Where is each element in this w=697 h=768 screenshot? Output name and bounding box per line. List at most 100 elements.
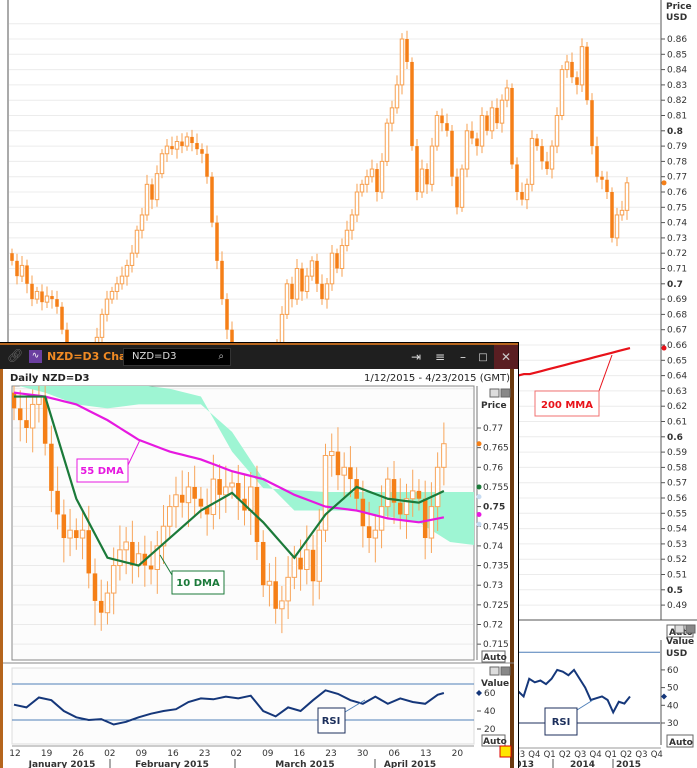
monthly-candle <box>25 265 29 284</box>
monthly-candle <box>205 153 209 177</box>
rsi-auto-button[interactable]: Auto <box>481 734 507 747</box>
restore-icon[interactable] <box>489 388 500 398</box>
monthly-candle <box>164 145 170 155</box>
monthly-candle <box>335 253 339 269</box>
monthly-candle <box>144 183 150 216</box>
monthly-candle <box>614 214 620 239</box>
monthly-candle <box>109 290 115 300</box>
monthly-candle <box>535 138 539 147</box>
daily-candle <box>154 545 161 570</box>
monthly-candle <box>545 161 549 170</box>
monthly-candle <box>40 291 44 303</box>
symbol-search-input[interactable]: NZD=D3 ⌕ <box>123 348 231 366</box>
monthly-candle <box>570 61 574 78</box>
day-label: 09 <box>136 749 148 759</box>
search-icon[interactable]: ⌕ <box>218 351 224 362</box>
monthly-candle <box>515 164 519 192</box>
daily-candle <box>55 490 60 515</box>
monthly-candle <box>344 229 350 247</box>
monthly-candle <box>44 295 50 303</box>
export-icon[interactable]: ⇥ <box>410 350 422 364</box>
monthly-candle <box>210 176 214 223</box>
crosshair-tool-icon[interactable] <box>499 745 512 758</box>
daily-candle <box>74 530 79 539</box>
monthly-candle <box>479 115 485 147</box>
monthly-candle <box>384 122 390 162</box>
monthly-candle <box>455 176 459 208</box>
price-tick-label: 0.68 <box>667 310 687 320</box>
month-label: March 2015 <box>275 760 334 768</box>
daily-candle <box>160 525 167 547</box>
window-titlebar[interactable]: 🔗︎ ∿ NZD=D3 Chart NZD=D3 ⌕ ⇥ ≡ – □ ✕ <box>0 343 518 369</box>
mma200-marker <box>661 345 667 351</box>
monthly-candle <box>459 168 465 208</box>
mma200-label: 200 MMA <box>541 400 593 411</box>
rsi-pane-controls[interactable] <box>674 624 696 634</box>
chart-app-icon: ∿ <box>29 350 42 363</box>
daily-candle <box>372 529 379 539</box>
daily-candle <box>378 506 385 531</box>
price-axis-title: Price <box>481 401 507 411</box>
plot-content <box>12 386 474 634</box>
monthly-candle <box>10 253 14 261</box>
price-pane-controls[interactable] <box>489 388 511 398</box>
maximize-icon[interactable]: □ <box>478 352 488 363</box>
rsi-axis-unit: USD <box>666 649 687 659</box>
cloud-lower-marker <box>476 521 482 527</box>
monthly-candle <box>605 179 609 192</box>
monthly-candle <box>559 69 565 116</box>
monthly-candle <box>389 107 395 124</box>
restore-icon[interactable] <box>674 624 685 634</box>
daily-candle <box>354 479 359 499</box>
quarter-label: Q3 <box>635 750 647 760</box>
daily-candle <box>79 529 86 539</box>
daily-candle <box>310 549 316 582</box>
daily-candle <box>335 451 341 476</box>
month-label: April 2015 <box>384 760 436 768</box>
price-tick-label: 0.765 <box>483 444 509 454</box>
monthly-candle <box>470 130 474 139</box>
price-tick-label: 0.63 <box>667 387 687 397</box>
restore-icon[interactable] <box>489 666 500 676</box>
price-tick-label: 0.61 <box>667 418 687 428</box>
monthly-candle <box>379 160 385 193</box>
monthly-candle <box>159 153 165 175</box>
price-tick-label: 0.59 <box>667 448 687 458</box>
daily-candle <box>185 486 192 504</box>
close-pane-icon[interactable] <box>500 666 511 676</box>
menu-icon[interactable]: ≡ <box>434 350 446 364</box>
daily-candle <box>192 486 197 499</box>
year-label: 2013 <box>509 760 534 768</box>
rsi-auto-button[interactable]: Auto <box>666 734 694 748</box>
search-value: NZD=D3 <box>132 351 177 362</box>
minimize-icon[interactable]: – <box>460 350 466 364</box>
day-label: 02 <box>104 749 115 759</box>
daily-candle <box>260 541 266 586</box>
monthly-candle <box>410 61 414 147</box>
monthly-candle <box>19 264 25 277</box>
close-icon[interactable]: ✕ <box>494 345 518 369</box>
monthly-candle <box>445 123 449 131</box>
monthly-candle <box>590 100 594 147</box>
daily-candle <box>86 530 92 574</box>
price-tick-label: 0.82 <box>667 96 687 106</box>
daily-candle <box>217 479 222 495</box>
price-tick-label: 0.7 <box>667 280 683 290</box>
daily-candle <box>130 541 135 566</box>
monthly-candle <box>619 209 625 216</box>
dma55-label: 55 DMA <box>80 466 124 477</box>
price-tick-label: 0.735 <box>483 562 509 572</box>
link-icon[interactable]: 🔗︎ <box>7 349 24 364</box>
price-tick-label: 0.83 <box>667 81 687 91</box>
close-pane-icon[interactable] <box>500 388 511 398</box>
price-tick-label: 0.53 <box>667 540 687 550</box>
daily-candle <box>391 479 397 503</box>
monthly-candle <box>349 214 355 231</box>
price-auto-button[interactable]: Auto <box>481 650 507 663</box>
price-tick-label: 0.84 <box>667 66 687 76</box>
close-pane-icon[interactable] <box>685 624 696 634</box>
price-tick-label: 0.77 <box>667 173 687 183</box>
rsi-pane-controls[interactable] <box>489 666 511 676</box>
dma10-callout-line <box>159 554 173 576</box>
day-label: 09 <box>262 749 274 759</box>
